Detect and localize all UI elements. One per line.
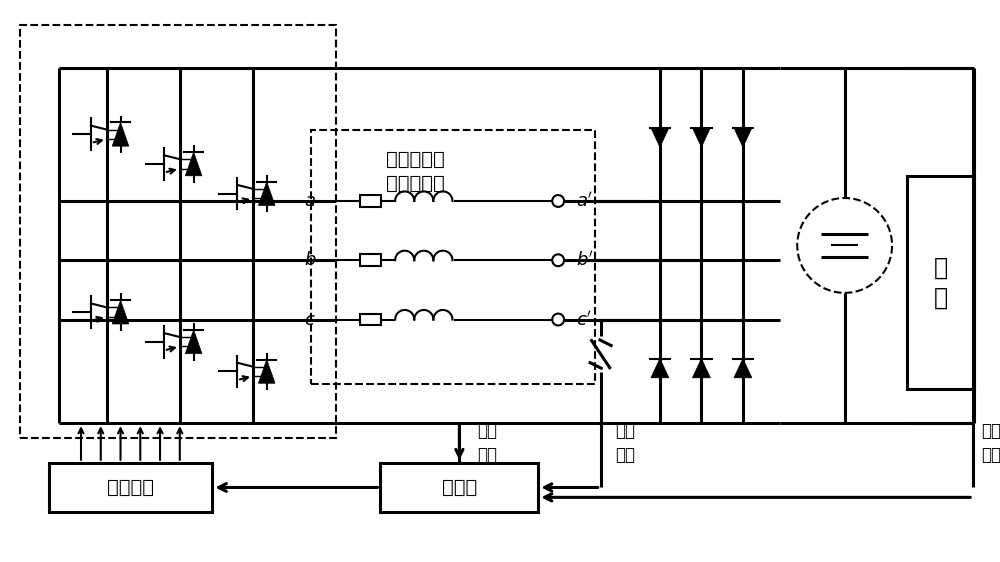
Bar	[360, 314, 381, 325]
Polygon shape	[651, 128, 669, 147]
Bar	[907, 176, 974, 389]
Bar	[311, 130, 595, 384]
Bar	[49, 463, 212, 512]
Text: 驱动电路: 驱动电路	[107, 478, 154, 497]
Text: $b'$: $b'$	[576, 251, 594, 270]
Bar	[380, 463, 538, 512]
Text: $a$: $a$	[304, 192, 316, 210]
Bar	[360, 255, 381, 266]
Polygon shape	[692, 128, 710, 147]
Text: 电流: 电流	[615, 446, 635, 464]
Text: $a'$: $a'$	[576, 192, 593, 211]
Polygon shape	[112, 123, 129, 146]
Text: $b$: $b$	[304, 251, 316, 269]
Text: 三相: 三相	[615, 422, 635, 440]
Polygon shape	[185, 330, 202, 353]
Text: 永磁发电机: 永磁发电机	[386, 174, 444, 193]
Polygon shape	[258, 360, 275, 383]
Polygon shape	[734, 128, 752, 147]
Polygon shape	[651, 359, 669, 378]
Bar	[360, 195, 381, 207]
Polygon shape	[692, 359, 710, 378]
Text: 负: 负	[933, 256, 948, 280]
Polygon shape	[734, 359, 752, 378]
Text: 绕组开路型: 绕组开路型	[386, 150, 444, 169]
Text: $c$: $c$	[304, 311, 316, 329]
Polygon shape	[112, 300, 129, 324]
Text: 控制器: 控制器	[442, 478, 477, 497]
Text: $c'$: $c'$	[576, 310, 592, 329]
Bar	[20, 25, 336, 438]
Text: 转子: 转子	[477, 422, 497, 440]
Polygon shape	[185, 152, 202, 176]
Text: 负载: 负载	[981, 422, 1000, 440]
Text: 电压: 电压	[981, 446, 1000, 464]
Polygon shape	[258, 182, 275, 206]
Text: 载: 载	[933, 285, 948, 309]
Text: 位置: 位置	[477, 446, 497, 464]
